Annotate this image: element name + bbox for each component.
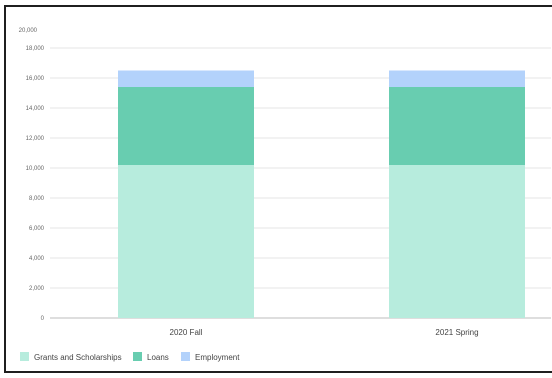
legend-swatch xyxy=(20,352,29,361)
x-category-label: 2021 Spring xyxy=(435,328,478,337)
legend-swatch xyxy=(181,352,190,361)
y-tick-label: 0 xyxy=(41,316,45,322)
y-tick-label: 14,000 xyxy=(26,106,45,112)
bar-segment[interactable] xyxy=(389,70,525,88)
bar-segment[interactable] xyxy=(118,70,254,88)
bar-segment[interactable] xyxy=(389,87,525,165)
chart-frame xyxy=(4,5,552,373)
legend-label: Grants and Scholarships xyxy=(34,353,122,362)
bar-segment[interactable] xyxy=(389,165,525,318)
y-axis-ticks: 0 2,000 4,000 6,000 8,000 10,000 12,000 14,000 1… xyxy=(19,28,45,322)
bars xyxy=(118,70,525,318)
x-axis-categories: 2020 Fall 2021 Spring xyxy=(170,328,479,337)
y-tick-label: 16,000 xyxy=(26,76,45,82)
legend-label: Employment xyxy=(195,353,240,362)
y-tick-label: 4,000 xyxy=(29,256,45,262)
x-category-label: 2020 Fall xyxy=(170,328,203,337)
y-tick-label: 18,000 xyxy=(26,46,45,52)
legend: Grants and Scholarships Loans Employment xyxy=(20,352,240,362)
y-tick-label: 12,000 xyxy=(26,136,45,142)
y-tick-label: 2,000 xyxy=(29,286,45,292)
y-tick-label-max: 20,000 xyxy=(19,28,38,34)
y-tick-label: 10,000 xyxy=(26,166,45,172)
y-tick-label: 8,000 xyxy=(29,196,45,202)
y-tick-label: 6,000 xyxy=(29,226,45,232)
bar-segment[interactable] xyxy=(118,87,254,165)
legend-label: Loans xyxy=(147,353,169,362)
bar-segment[interactable] xyxy=(118,165,254,318)
legend-swatch xyxy=(133,352,142,361)
